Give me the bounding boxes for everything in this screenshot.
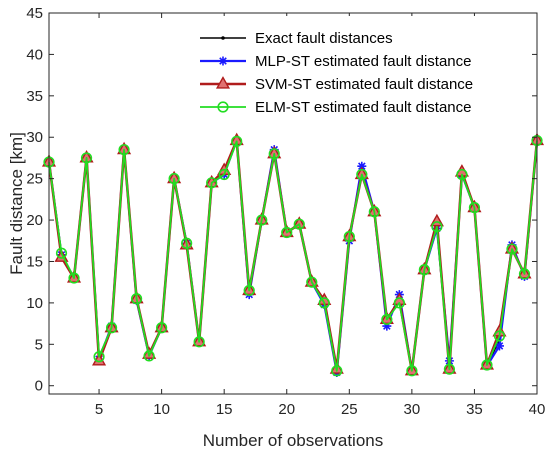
axes: 0 5 10 15 20 25 30 35 40 45 5 10 15 20 25 30 35 40: [26, 5, 545, 418]
x-tick-label: 10: [153, 401, 170, 418]
data-point: [168, 173, 180, 185]
data-point: [381, 313, 393, 326]
data-point: [118, 144, 130, 156]
data-point: [181, 237, 193, 249]
data-point: [406, 365, 418, 377]
y-tick-label: 30: [26, 129, 43, 146]
data-point: [218, 168, 230, 181]
data-point: [105, 322, 118, 334]
data-point: [456, 168, 468, 181]
legend-marker: [215, 76, 231, 89]
y-tick-label: 15: [26, 253, 43, 270]
x-tick-label: 40: [529, 401, 546, 418]
data-point: [143, 350, 155, 362]
y-tick-label: 35: [26, 88, 43, 105]
data-point: [506, 243, 518, 255]
axes-frame: [48, 12, 538, 395]
data-point: [80, 152, 93, 164]
data-point: [231, 135, 243, 147]
data-point: [393, 297, 405, 309]
x-tick-label: 20: [278, 401, 295, 418]
data-point: [68, 272, 80, 284]
data-point: [494, 341, 504, 351]
data-point: [331, 365, 343, 377]
legend-marker: [221, 36, 225, 40]
legend-entry: MLP-ST estimated fault distance: [200, 53, 472, 70]
data-point: [55, 247, 68, 259]
legend-label: Exact fault distances: [255, 30, 393, 47]
data-point: [243, 284, 255, 297]
data-point: [293, 218, 305, 230]
data-point: [93, 351, 105, 363]
y-tick-label: 10: [26, 295, 43, 312]
data-point: [357, 161, 367, 171]
y-tick-label: 0: [35, 378, 43, 395]
y-tick-label: 45: [26, 5, 43, 22]
data-point: [206, 177, 218, 189]
data-point: [256, 214, 268, 226]
x-tick-label: 25: [341, 401, 358, 418]
x-tick-label: 5: [95, 401, 103, 418]
legend-entry: SVM-ST estimated fault distance: [200, 76, 473, 93]
y-tick-label: 25: [26, 171, 43, 188]
y-tick-label: 40: [26, 46, 43, 63]
series-4: [43, 134, 543, 377]
data-point: [468, 202, 481, 214]
data-point: [356, 168, 368, 181]
data-point: [343, 231, 355, 243]
legend-marker: [217, 101, 229, 113]
legend-label: MLP-ST estimated fault distance: [255, 53, 472, 70]
y-tick-label: 5: [35, 336, 43, 353]
x-tick-label: 35: [466, 401, 483, 418]
x-tick-label: 30: [404, 401, 421, 418]
legend-label: ELM-ST estimated fault distance: [255, 99, 472, 116]
data-point: [431, 221, 443, 233]
legend-entry: ELM-ST estimated fault distance: [200, 99, 472, 116]
legend-label: SVM-ST estimated fault distance: [255, 76, 473, 93]
plot-area: [41, 132, 545, 377]
y-tick-label: 20: [26, 212, 43, 229]
x-axis-label: Number of observations: [203, 431, 383, 450]
y-axis-label: Fault distance [km]: [7, 132, 26, 275]
data-point: [193, 336, 205, 348]
data-point: [443, 363, 456, 375]
legend: Exact fault distances MLP-ST estimated fa…: [194, 16, 524, 116]
legend-background: [194, 16, 524, 116]
data-point: [481, 359, 493, 371]
data-point: [281, 226, 293, 239]
data-point: [306, 276, 318, 288]
legend-marker: [218, 56, 228, 66]
data-point: [130, 293, 143, 305]
data-point: [493, 330, 506, 342]
data-point: [382, 321, 392, 331]
legend-entry: Exact fault distances: [200, 30, 393, 47]
data-point: [318, 297, 330, 309]
data-point: [92, 352, 107, 366]
data-point: [268, 148, 280, 160]
series-line: [48, 140, 538, 372]
data-point: [368, 206, 380, 218]
x-tick-label: 15: [216, 401, 233, 418]
data-point: [518, 268, 531, 280]
data-point: [156, 322, 168, 334]
data-point: [418, 264, 430, 276]
series-3: [41, 132, 545, 376]
